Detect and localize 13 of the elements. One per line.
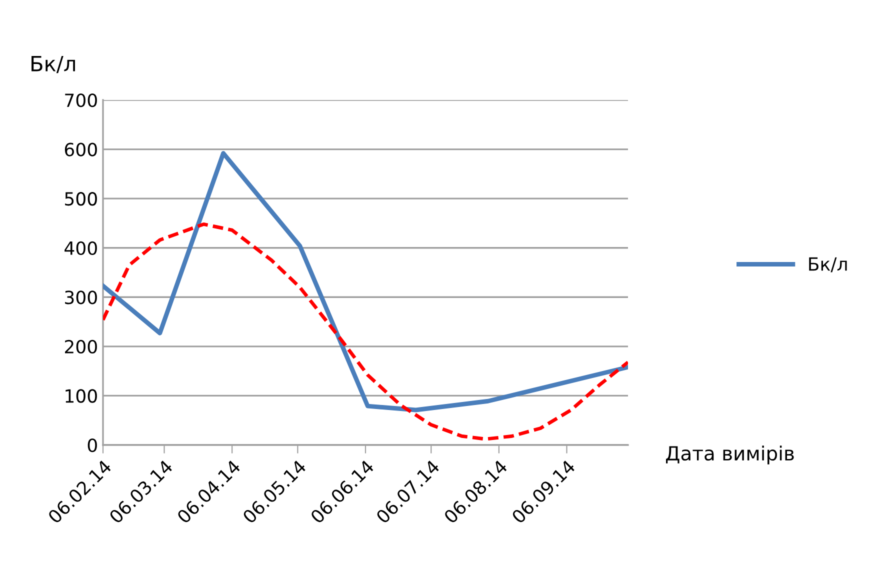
line-series xyxy=(103,222,628,441)
y-tick-label: 100 xyxy=(66,389,97,403)
y-tick-label: 600 xyxy=(64,142,97,156)
y-tick-label: 0 xyxy=(88,438,97,452)
y-tick-label: 700 xyxy=(65,93,97,108)
legend-label: Бк/л xyxy=(809,257,847,272)
x-axis-title: Дата вимірів xyxy=(666,446,794,464)
y-tick-label: 200 xyxy=(65,340,97,354)
y-axis-title: Бк/л xyxy=(32,56,75,74)
line-series xyxy=(103,151,628,412)
y-tick-label: 300 xyxy=(65,290,97,304)
y-tick-label: 500 xyxy=(65,192,97,206)
y-tick-label: 400 xyxy=(64,241,97,255)
